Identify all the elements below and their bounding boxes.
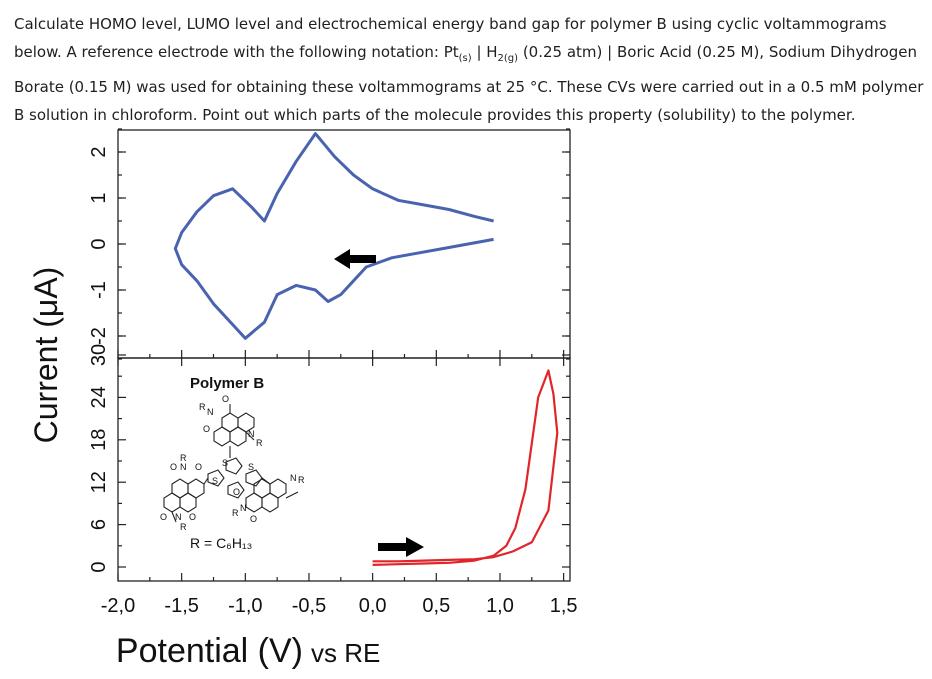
- svg-text:O: O: [222, 394, 229, 404]
- molecule-title: Polymer B: [190, 375, 264, 392]
- svg-text:S: S: [248, 462, 254, 472]
- question-part-3: (0.25 atm) | Boric Acid (0.25 M), Sodium…: [14, 43, 924, 124]
- svg-text:R: R: [298, 475, 305, 485]
- x-tick-label: -1,0: [228, 595, 262, 617]
- y-tick-label-bottom: 30: [88, 344, 110, 366]
- question-part-1: Calculate HOMO level, LUMO level and ele…: [14, 15, 887, 61]
- bottom-panel-frame: [117, 357, 571, 582]
- svg-text:R: R: [256, 438, 263, 448]
- svg-text:O: O: [203, 424, 210, 434]
- svg-text:R: R: [199, 402, 206, 412]
- svg-text:N: N: [175, 512, 182, 522]
- axis-ticks: [117, 128, 570, 581]
- y-tick-label-bottom: 12: [88, 471, 110, 493]
- question-part-2: | H: [471, 43, 498, 61]
- x-tick-label: 1,0: [486, 595, 514, 617]
- x-axis-title-suffix: vs RE: [311, 638, 380, 668]
- svg-text:O: O: [195, 462, 202, 472]
- svg-text:N: N: [207, 407, 214, 417]
- x-tick-label: 1,5: [550, 595, 578, 617]
- molecule-structure-icon: [163, 404, 299, 523]
- x-tick-label: -0,5: [292, 595, 326, 617]
- top-cv-curve: [173, 132, 494, 340]
- svg-text:R: R: [232, 508, 239, 518]
- svg-text:O: O: [189, 512, 196, 522]
- x-axis-title: Potential (V): [116, 632, 303, 670]
- right-arrow-icon: [378, 537, 424, 557]
- y-tick-label-top: -1: [88, 281, 110, 299]
- bottom-cv-curve: [372, 369, 559, 566]
- y-axis-title: Current (μA): [28, 267, 64, 444]
- svg-text:N: N: [290, 473, 297, 483]
- y-tick-label-bottom: 0: [88, 561, 110, 572]
- svg-text:O: O: [233, 487, 240, 497]
- molecule-r-group: R = C₆H₁₃: [190, 535, 252, 551]
- y-tick-label-bottom: 24: [88, 386, 110, 408]
- svg-text:O: O: [170, 462, 177, 472]
- svg-text:R: R: [180, 453, 187, 463]
- question-subscript-2: 2(g): [497, 53, 519, 64]
- left-arrow-icon: [334, 249, 376, 269]
- x-tick-label: -2,0: [101, 595, 135, 617]
- y-tick-label-bottom: 6: [88, 519, 110, 530]
- svg-text:N: N: [180, 462, 187, 472]
- y-tick-label-top: 2: [88, 146, 110, 157]
- svg-text:N: N: [240, 503, 247, 513]
- y-tick-label-top: -2: [88, 327, 110, 345]
- svg-text:R: R: [180, 522, 187, 532]
- svg-text:N: N: [248, 429, 255, 439]
- svg-text:S: S: [212, 476, 218, 486]
- svg-text:S: S: [222, 458, 228, 468]
- x-tick-labels: -2,0 -1,5 -1,0 -0,5 0,0 0,5 1,0 1,5: [101, 595, 578, 617]
- y-tick-label-top: 0: [88, 238, 110, 249]
- y-tick-label-top: 1: [88, 192, 110, 203]
- question-text: Calculate HOMO level, LUMO level and ele…: [14, 10, 924, 129]
- molecule-inset: Polymer B R NO: [160, 375, 305, 551]
- x-tick-label: 0,0: [359, 595, 387, 617]
- question-subscript-1: (s): [458, 53, 472, 64]
- svg-text:O: O: [250, 514, 257, 524]
- x-tick-label: -1,5: [164, 595, 198, 617]
- y-tick-label-bottom: 18: [88, 429, 110, 451]
- svg-text:O: O: [160, 512, 167, 522]
- x-tick-label: 0,5: [422, 595, 450, 617]
- y-tick-labels: 2 1 0 -1 -230 24 18 12 6 0: [88, 146, 110, 572]
